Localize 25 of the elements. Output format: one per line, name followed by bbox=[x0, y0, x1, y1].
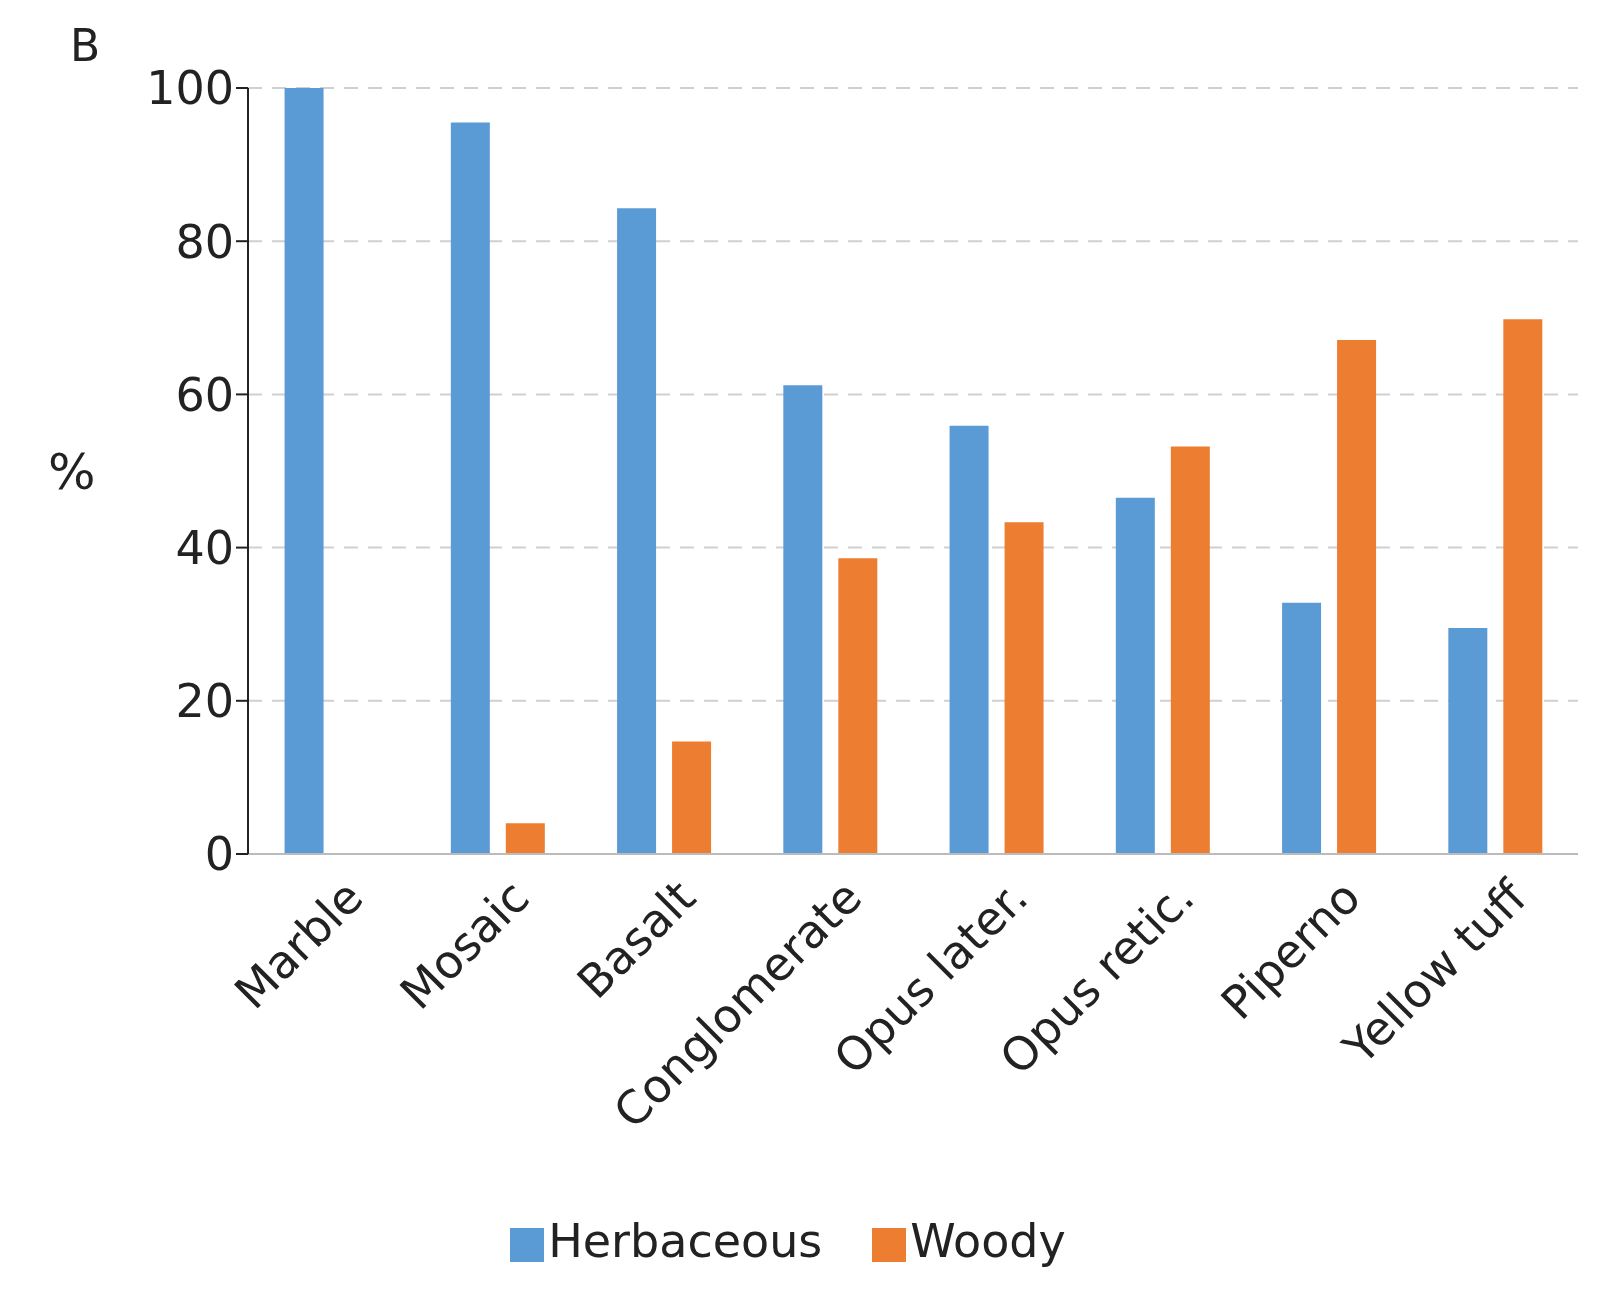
bar bbox=[284, 88, 324, 854]
y-tick-label: 60 bbox=[175, 367, 234, 422]
bar bbox=[1337, 340, 1377, 854]
y-tick-label: 20 bbox=[175, 674, 234, 729]
y-tick-label: 0 bbox=[204, 827, 234, 882]
text: B bbox=[70, 20, 101, 71]
y-tick-label: 100 bbox=[146, 61, 234, 116]
bar bbox=[1004, 522, 1044, 854]
bar bbox=[450, 122, 490, 854]
bar bbox=[949, 425, 989, 854]
y-tick-label: 40 bbox=[175, 520, 234, 575]
y-axis-title: % bbox=[48, 442, 96, 501]
legend-label: Woody bbox=[910, 1214, 1066, 1268]
bar bbox=[1170, 446, 1210, 854]
bar bbox=[505, 823, 545, 854]
y-tick-label: 80 bbox=[175, 214, 234, 269]
bar bbox=[617, 208, 657, 854]
bar bbox=[838, 558, 878, 854]
bar bbox=[783, 385, 823, 854]
bar bbox=[1503, 319, 1543, 854]
bar bbox=[1282, 602, 1322, 854]
bar bbox=[1115, 497, 1155, 854]
legend-label: Herbaceous bbox=[548, 1214, 823, 1268]
bar bbox=[672, 741, 712, 854]
bar bbox=[1448, 628, 1488, 854]
